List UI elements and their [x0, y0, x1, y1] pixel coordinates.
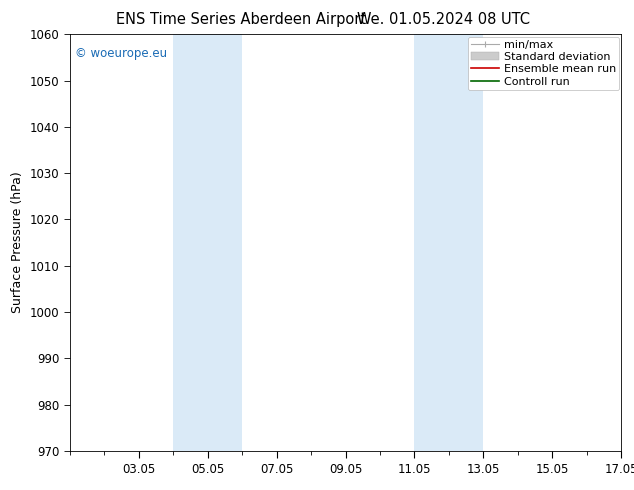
- Bar: [173, 34, 242, 451]
- Text: We. 01.05.2024 08 UTC: We. 01.05.2024 08 UTC: [358, 12, 530, 27]
- Y-axis label: Surface Pressure (hPa): Surface Pressure (hPa): [11, 172, 24, 314]
- Text: © woeurope.eu: © woeurope.eu: [75, 47, 167, 60]
- Bar: [415, 34, 483, 451]
- Text: ENS Time Series Aberdeen Airport: ENS Time Series Aberdeen Airport: [116, 12, 366, 27]
- Legend: min/max, Standard deviation, Ensemble mean run, Controll run: min/max, Standard deviation, Ensemble me…: [468, 37, 619, 90]
